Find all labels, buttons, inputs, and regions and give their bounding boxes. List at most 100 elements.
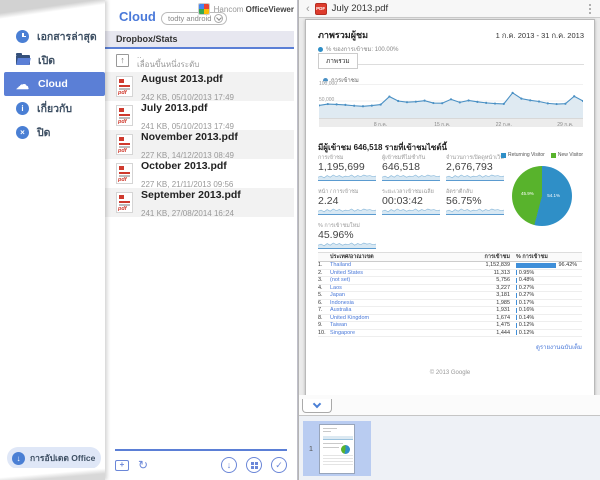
pdf-viewer-panel: ‹ PDF July 2013.pdf ภาพรวมผู้ชม 1 ก.ค. 2… xyxy=(298,0,600,480)
file-name: October 2013.pdf xyxy=(141,160,227,172)
refresh-icon[interactable]: ↻ xyxy=(138,459,148,471)
recent-clock-icon xyxy=(16,30,29,43)
visitor-type-pie-chart: Returning Visitor New Visitor 54.1% 45.9… xyxy=(496,152,588,226)
info-icon: i xyxy=(16,102,29,115)
viewer-bottom-strip xyxy=(299,395,600,415)
chevron-down-icon xyxy=(313,400,321,408)
office-update-button[interactable]: ↓ การอัปเดต Office xyxy=(7,447,101,469)
pct-bar xyxy=(516,270,517,275)
visitors-heading: มีผู้เข้าชม 646,518 รายที่เข้าชมไซต์นี้ xyxy=(318,141,447,154)
hancom-brand: Hancom OfficeViewer xyxy=(198,3,294,15)
thumbnail-collapse-tab[interactable] xyxy=(302,399,332,413)
open-folder-icon xyxy=(16,55,30,65)
sidebar-item-label: เกี่ยวกับ xyxy=(37,100,72,117)
country-link[interactable]: Indonesia xyxy=(330,300,460,306)
segment-dot-icon xyxy=(318,47,323,52)
office-update-label: การอัปเดต Office xyxy=(30,451,95,465)
pct-bar xyxy=(516,315,517,320)
sidebar-item-recent-documents[interactable]: เอกสารล่าสุด xyxy=(4,24,105,48)
brand-name-bold: OfficeViewer xyxy=(246,5,294,14)
table-row: 5.Japan3,1810.27% xyxy=(318,292,582,300)
document-title: July 2013.pdf xyxy=(332,3,389,14)
country-link[interactable]: Thailand xyxy=(330,262,460,268)
country-link[interactable]: Laos xyxy=(330,285,460,291)
y-axis-tick: 50,000 xyxy=(319,97,334,103)
pdf-file-icon: pdf xyxy=(116,105,133,126)
sidebar-item-cloud[interactable]: ☁ Cloud xyxy=(4,72,105,96)
pdf-file-icon: pdf xyxy=(116,163,133,184)
table-row: 6.Indonesia1,9850.17% xyxy=(318,300,582,308)
table-row: 2.United States11,3130.95% xyxy=(318,270,582,278)
table-row: 8.United Kingdom1,6740.14% xyxy=(318,315,582,323)
stat-tile-visits: การเข้าชม 1,195,699 xyxy=(318,154,378,181)
y-axis-tick: 100,000 xyxy=(319,81,337,87)
pdf-file-icon: pdf xyxy=(116,192,133,213)
x-axis-strip: 8 ก.ค. 15 ก.ค. 22 ก.ค. 29 ก.ค. xyxy=(319,118,583,127)
page-thumbnail-strip: 1 xyxy=(299,415,600,480)
sidebar-item-open[interactable]: เปิด xyxy=(4,48,105,72)
file-panel-toolbar: + ↻ ↓ ✓ xyxy=(115,449,287,473)
x-axis-tick: 22 ก.ค. xyxy=(496,121,512,129)
header-visits: การเข้าชม xyxy=(460,253,516,261)
sidebar-item-label: ปิด xyxy=(37,124,50,141)
pdf-badge-icon: PDF xyxy=(315,3,327,15)
country-link[interactable]: Singapore xyxy=(330,330,460,336)
stats-grid: การเข้าชม 1,195,699 ผู้เข้าชมที่ไม่ซ้ำกั… xyxy=(318,154,510,256)
sparkline xyxy=(382,173,440,181)
pct-bar xyxy=(516,323,517,328)
table-header: ประเทศ/อาณาเขต การเข้าชม % การเข้าชม xyxy=(318,252,582,262)
cloud-icon: ☁ xyxy=(16,78,30,91)
pct-bar xyxy=(516,330,517,335)
sidebar-item-close[interactable]: × ปิด xyxy=(4,120,105,144)
report-title: ภาพรวมผู้ชม xyxy=(318,28,368,42)
overflow-menu-icon[interactable] xyxy=(587,2,593,16)
country-link[interactable]: Japan xyxy=(330,292,460,298)
table-row: 7.Australia1,9310.16% xyxy=(318,307,582,315)
pie-slice-label: 54.1% xyxy=(547,193,560,198)
brand-name-regular: Hancom xyxy=(214,5,244,14)
tab-overview: ภาพรวม xyxy=(318,53,358,69)
download-move-icon[interactable]: ↓ xyxy=(221,457,237,473)
grid-view-icon[interactable] xyxy=(246,457,262,473)
pct-bar xyxy=(516,278,517,283)
country-link[interactable]: United States xyxy=(330,270,460,276)
header-country: ประเทศ/อาณาเขต xyxy=(330,253,460,261)
copyright: © 2013 Google xyxy=(306,370,594,376)
country-link[interactable]: (not set) xyxy=(330,277,460,283)
legend-label: New Visitor xyxy=(558,152,583,158)
back-chevron-icon[interactable]: ‹ xyxy=(306,1,310,17)
select-check-icon[interactable]: ✓ xyxy=(271,457,287,473)
viewer-topbar: ‹ PDF July 2013.pdf xyxy=(299,0,600,18)
country-link[interactable]: United Kingdom xyxy=(330,315,460,321)
pdf-file-icon: pdf xyxy=(116,134,133,155)
full-report-link[interactable]: ดูรายงานฉบับเต็ม xyxy=(536,342,582,352)
table-row: 10.Singapore1,4440.12% xyxy=(318,330,582,338)
breadcrumb-path: Dropbox/Stats xyxy=(105,31,294,49)
legend-label: Returning Visitor xyxy=(508,152,545,158)
table-row: 3.(not set)5,7560.48% xyxy=(318,277,582,285)
pdf-file-icon: pdf xyxy=(116,76,133,97)
sidebar-item-label: เอกสารล่าสุด xyxy=(37,28,97,45)
card-fold-decoration xyxy=(0,468,105,480)
stat-tile-new-visits: % การเข้าชมใหม่ 45.96% xyxy=(318,222,378,249)
pie-chart: 54.1% 45.9% xyxy=(512,166,572,226)
stat-tile-pages-per-visit: หน้า / การเข้าชม 2.24 xyxy=(318,188,378,215)
header-pct: % การเข้าชม xyxy=(516,253,582,261)
x-axis-tick: 8 ก.ค. xyxy=(374,121,387,129)
x-axis-tick: 15 ก.ค. xyxy=(434,121,450,129)
file-meta: 241 KB, 27/08/2014 16:24 xyxy=(141,209,234,218)
sparkline xyxy=(318,241,376,249)
country-link[interactable]: Taiwan xyxy=(330,322,460,328)
close-icon: × xyxy=(16,126,29,139)
page-thumbnail-1[interactable]: 1 xyxy=(303,421,371,476)
country-link[interactable]: Australia xyxy=(330,307,460,313)
new-folder-icon[interactable]: + xyxy=(115,460,129,471)
pdf-page[interactable]: ภาพรวมผู้ชม 1 ก.ค. 2013 - 31 ก.ค. 2013 %… xyxy=(305,19,595,398)
file-row-september[interactable]: pdf September 2013.pdf241 KB, 27/08/2014… xyxy=(105,188,294,217)
download-icon: ↓ xyxy=(12,452,25,465)
countries-table: ประเทศ/อาณาเขต การเข้าชม % การเข้าชม 1.T… xyxy=(318,252,582,337)
sidebar-item-about[interactable]: i เกี่ยวกับ xyxy=(4,96,105,120)
file-name: August 2013.pdf xyxy=(141,73,223,85)
sidebar-item-label: Cloud xyxy=(38,78,68,90)
stat-tile-avg-duration: ระยะเวลาเข้าชมเฉลี่ย 00:03:42 xyxy=(382,188,442,215)
